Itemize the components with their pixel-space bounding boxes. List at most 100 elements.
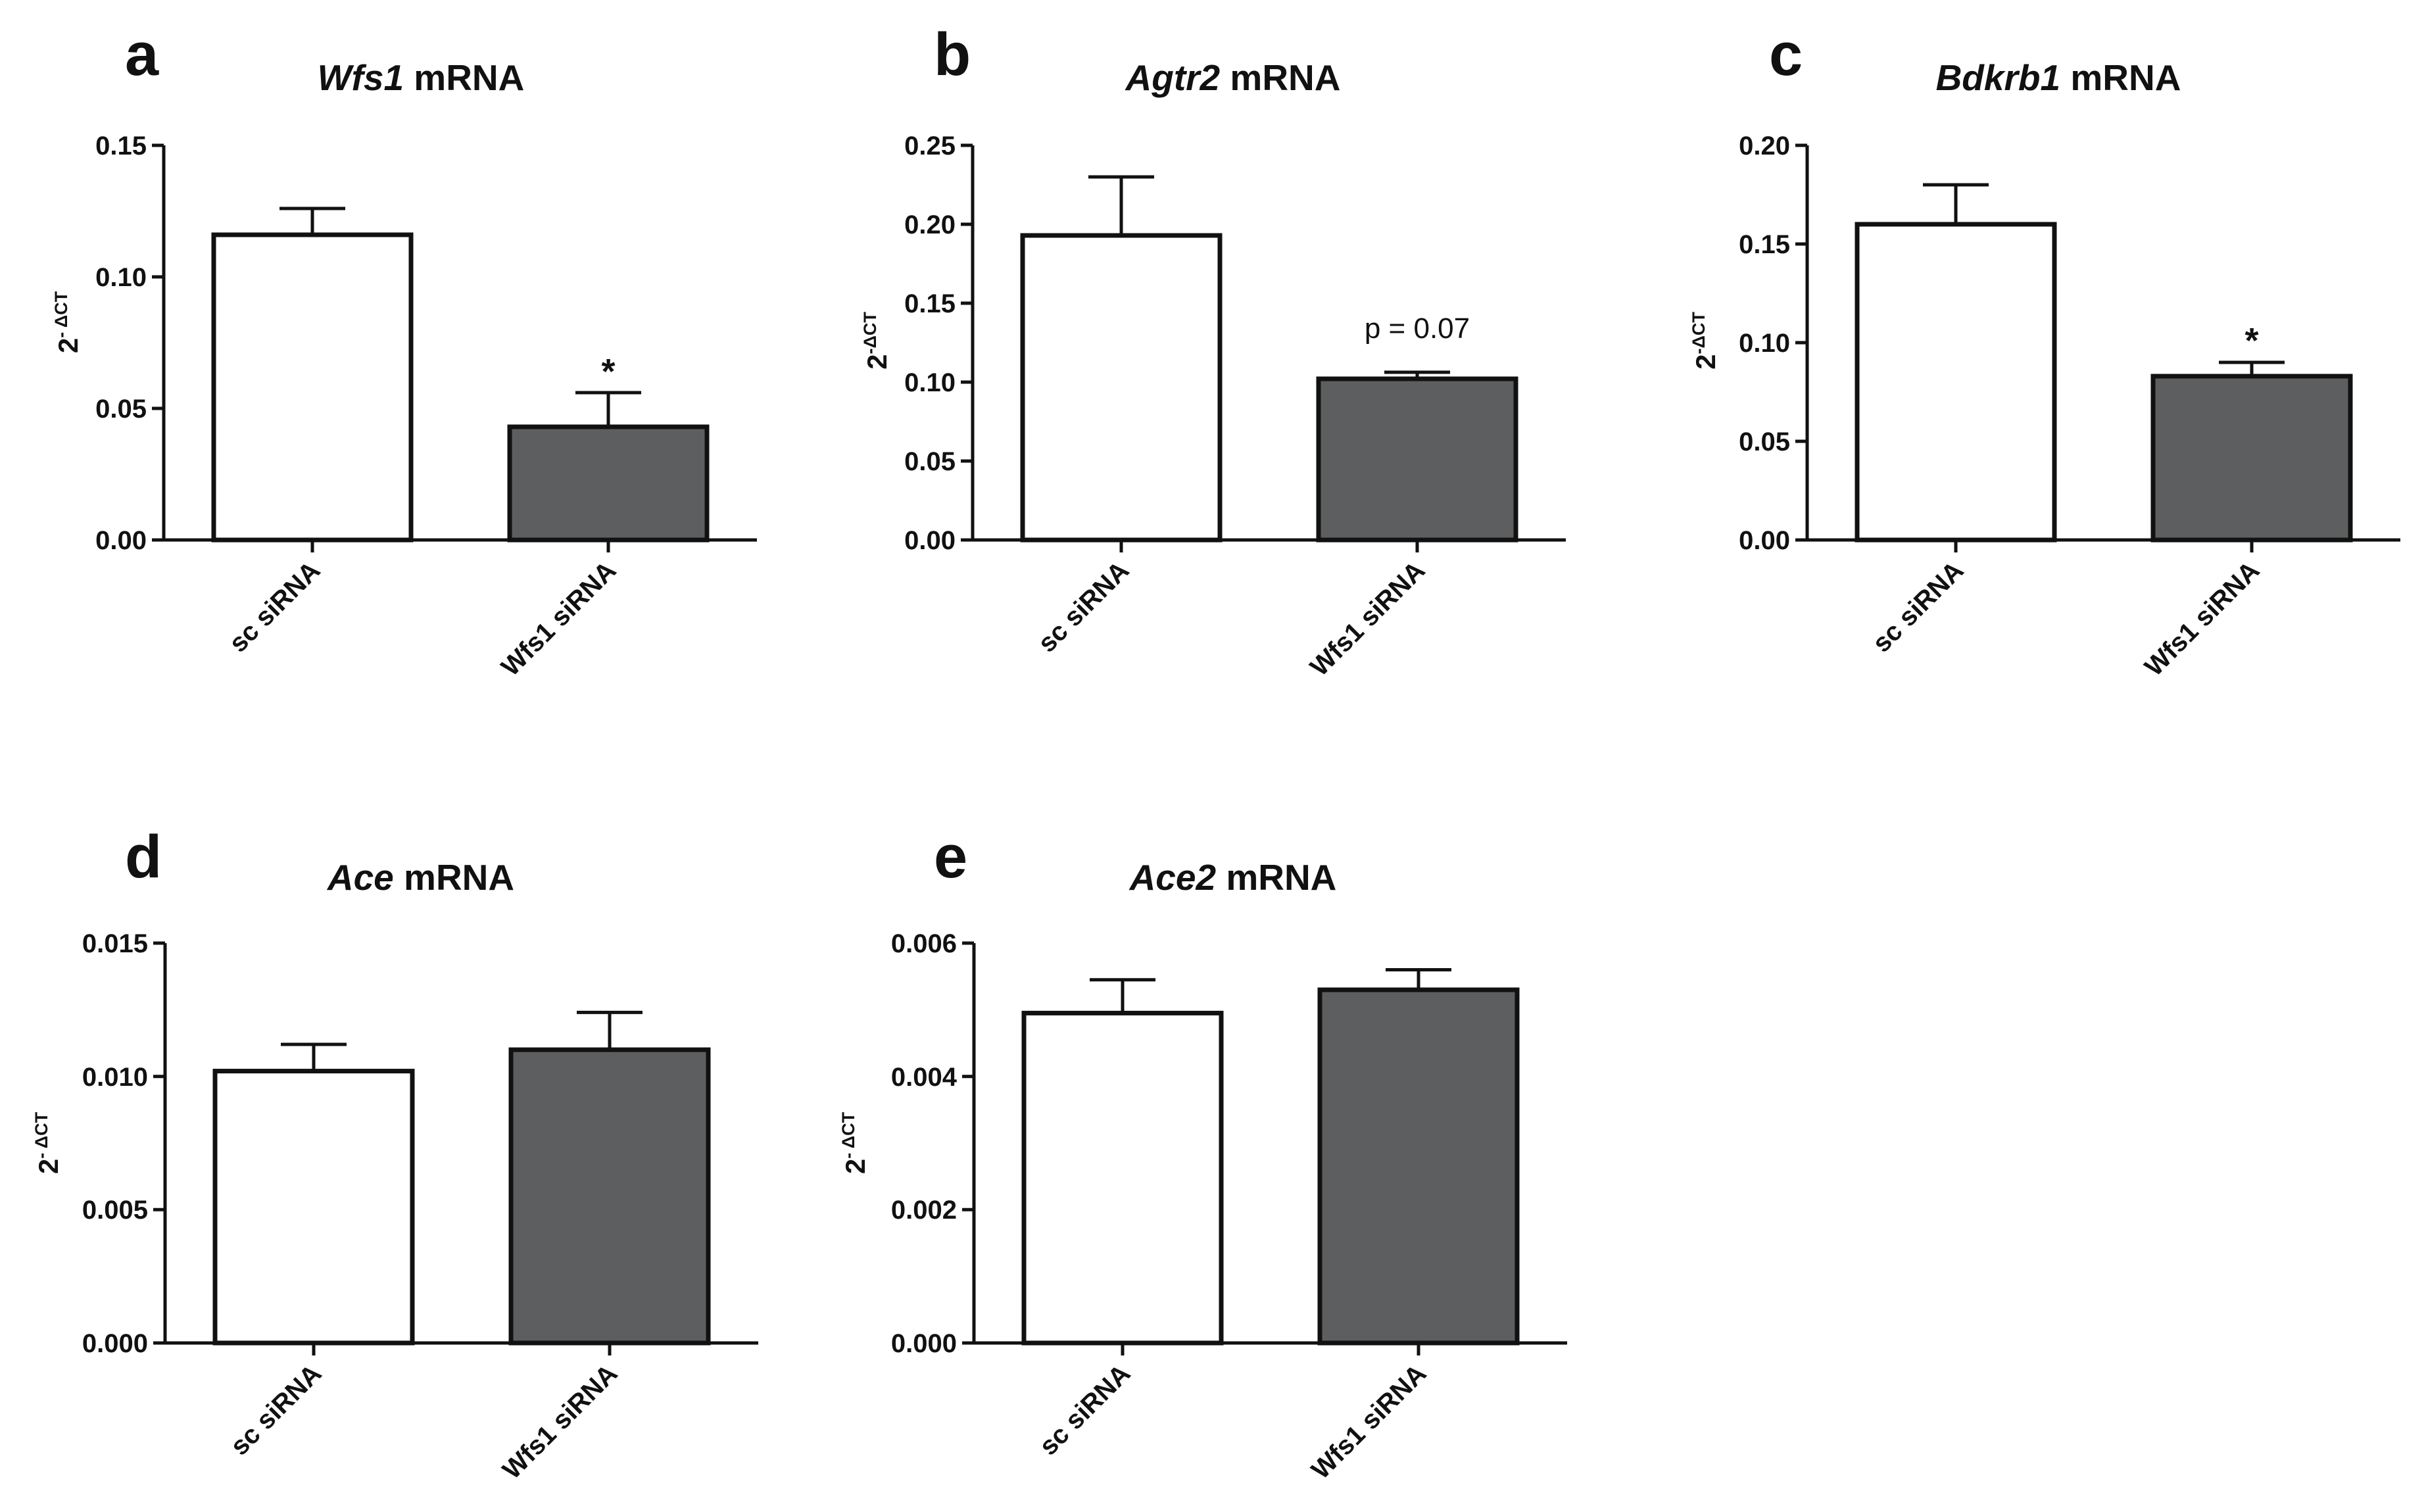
significance-star: * — [2244, 321, 2258, 360]
title-gene: Wfs1 — [318, 57, 404, 98]
y-axis-label: 2- ΔCT — [838, 1111, 871, 1174]
error-bars — [279, 207, 641, 427]
y-axis-label-exponent: - ΔCT — [32, 1111, 51, 1158]
error-bar-sc-sirna — [279, 207, 345, 235]
y-axis-label: 2- ΔCT — [51, 291, 84, 353]
panel-label: b — [934, 21, 971, 88]
y-axis-label-exponent: - ΔCT — [51, 291, 71, 337]
x-category-label: sc siRNA — [225, 1359, 327, 1461]
y-tick-label: 0.00 — [904, 526, 956, 555]
x-category-label: sc siRNA — [1032, 556, 1134, 658]
bar-wfs1-sirna — [1317, 987, 1520, 1346]
title-suffix: mRNA — [1216, 857, 1336, 898]
bars — [1855, 222, 2353, 543]
bar-wfs1-sirna — [507, 424, 710, 543]
chart-title: Ace mRNA — [326, 857, 514, 898]
title-gene: Ace2 — [1128, 857, 1217, 898]
x-axis: sc siRNA Wfs1 siRNA — [225, 1343, 623, 1485]
y-axis: 0.000 0.002 0.004 0.006 — [891, 929, 976, 1358]
bars — [1021, 987, 1520, 1346]
error-bar-wfs1-sirna — [575, 391, 641, 427]
y-tick-label: 0.15 — [1739, 230, 1790, 259]
y-axis-label-exponent: - ΔCT — [838, 1111, 858, 1158]
significance-star: * — [601, 352, 615, 391]
title-gene: Bdkrb1 — [1936, 57, 2061, 98]
bars — [1020, 233, 1518, 543]
y-tick-label: 0.010 — [82, 1063, 148, 1092]
y-tick-label: 0.20 — [1739, 132, 1790, 160]
panel-label: a — [125, 21, 159, 88]
panel-d: d Ace mRNA 2- ΔCT 0.000 0.005 0.010 0.01… — [32, 823, 758, 1485]
y-tick-label: 0.015 — [82, 929, 148, 958]
y-axis-label: 2-ΔCT — [1689, 312, 1721, 370]
y-tick-label: 0.000 — [82, 1329, 148, 1358]
bar-wfs1-sirna — [1316, 376, 1518, 543]
title-gene: Ace — [326, 857, 394, 898]
error-bar-wfs1-sirna — [1386, 968, 1451, 990]
panel-c: c Bdkrb1 mRNA 2-ΔCT 0.00 0.05 0.10 0.15 … — [1689, 21, 2400, 682]
x-category-label: Wfs1 siRNA — [1305, 556, 1430, 681]
y-axis: 0.00 0.05 0.10 0.15 0.20 — [1739, 132, 1809, 555]
y-tick-label: 0.10 — [95, 263, 147, 292]
panel-b: b Agtr2 mRNA 2-ΔCT 0.00 0.05 0.10 0.15 0… — [860, 21, 1566, 682]
error-bar-wfs1-sirna — [2219, 360, 2285, 376]
error-bar-wfs1-sirna — [577, 1010, 643, 1050]
chart-title: Agtr2 mRNA — [1125, 57, 1341, 98]
x-category-label: sc siRNA — [1867, 556, 1969, 658]
y-axis: 0.00 0.05 0.10 0.15 0.20 0.25 — [904, 132, 975, 555]
y-tick-label: 0.10 — [904, 368, 956, 397]
error-bars — [1088, 175, 1450, 379]
y-axis-label-base: 2 — [1690, 354, 1721, 370]
error-bars — [1923, 183, 2285, 376]
x-axis: sc siRNA Wfs1 siRNA — [1032, 540, 1430, 682]
y-axis: 0.00 0.05 0.10 0.15 — [95, 132, 166, 555]
error-bar-sc-sirna — [1923, 183, 1989, 224]
y-tick-label: 0.002 — [891, 1196, 957, 1225]
y-tick-label: 0.15 — [904, 289, 956, 318]
bar-sc-sirna — [1020, 233, 1223, 543]
error-bar-sc-sirna — [281, 1042, 347, 1071]
x-axis: sc siRNA Wfs1 siRNA — [224, 540, 621, 682]
title-suffix: mRNA — [404, 57, 524, 98]
x-axis: sc siRNA Wfs1 siRNA — [1034, 1343, 1432, 1485]
y-tick-label: 0.05 — [904, 447, 956, 476]
y-tick-label: 0.20 — [904, 210, 956, 239]
y-tick-label: 0.25 — [904, 132, 956, 160]
y-axis-label-exponent: -ΔCT — [860, 312, 880, 354]
bar-wfs1-sirna — [508, 1047, 711, 1346]
panel-e: e Ace2 mRNA 2- ΔCT 0.000 0.002 0.004 0.0… — [838, 823, 1567, 1485]
y-axis-label-base: 2 — [861, 354, 892, 370]
chart-title: Bdkrb1 mRNA — [1936, 57, 2181, 98]
chart-title: Ace2 mRNA — [1128, 857, 1337, 898]
x-category-label: sc siRNA — [224, 556, 326, 658]
bars — [211, 232, 710, 543]
x-category-label: Wfs1 siRNA — [1306, 1359, 1432, 1484]
y-axis-label: 2- ΔCT — [32, 1111, 64, 1174]
y-tick-label: 0.004 — [891, 1063, 958, 1092]
panel-a: a Wfs1 mRNA 2- ΔCT 0.00 0.05 0.10 0.15 s… — [51, 21, 757, 682]
x-category-label: Wfs1 siRNA — [2139, 556, 2265, 681]
error-bar-wfs1-sirna — [1384, 370, 1450, 379]
x-axis: sc siRNA Wfs1 siRNA — [1867, 540, 2265, 682]
y-axis: 0.000 0.005 0.010 0.015 — [82, 929, 167, 1358]
title-gene: Agtr2 — [1125, 57, 1221, 98]
y-tick-label: 0.00 — [1739, 526, 1790, 555]
y-tick-label: 0.000 — [891, 1329, 957, 1358]
error-bars — [1090, 968, 1451, 1013]
y-tick-label: 0.05 — [1739, 427, 1790, 456]
bar-sc-sirna — [212, 1069, 415, 1346]
panel-label: d — [125, 823, 162, 890]
bars — [212, 1047, 711, 1346]
y-tick-label: 0.10 — [1739, 329, 1790, 358]
panel-label: e — [934, 823, 967, 890]
bar-sc-sirna — [211, 232, 414, 543]
bar-sc-sirna — [1855, 222, 2057, 543]
error-bars — [281, 1010, 643, 1071]
y-tick-label: 0.005 — [82, 1196, 148, 1225]
x-category-label: Wfs1 siRNA — [496, 556, 621, 681]
chart-title: Wfs1 mRNA — [318, 57, 525, 98]
y-tick-label: 0.15 — [95, 132, 147, 160]
panel-label: c — [1769, 21, 1803, 88]
p-value-annotation: p = 0.07 — [1365, 312, 1470, 345]
